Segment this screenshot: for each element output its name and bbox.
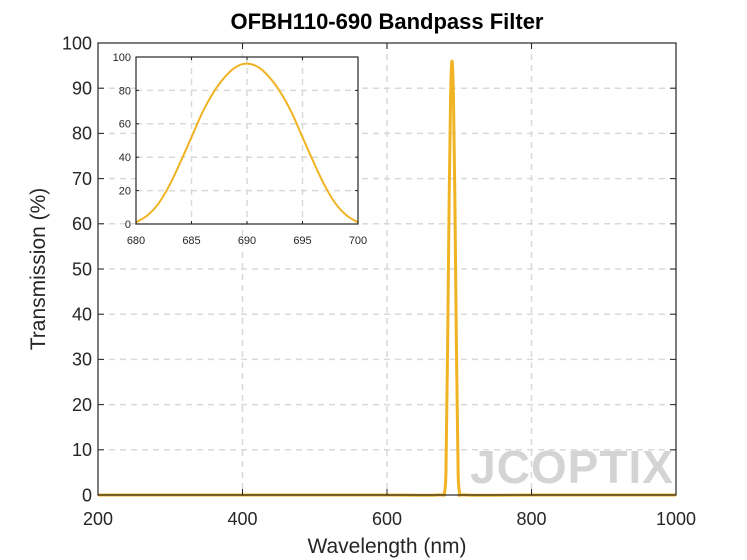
main-xtick-label: 800 [516, 509, 546, 529]
inset-ytick-label: 40 [119, 152, 131, 164]
inset-xtick-label: 685 [182, 235, 200, 247]
inset-transmission-line [135, 62, 359, 224]
inset-xtick-label: 695 [293, 235, 311, 247]
x-axis-label: Wavelength (nm) [307, 535, 466, 558]
main-ytick-label: 30 [72, 350, 92, 370]
inset-y-tick-labels: 0 20 40 60 80 100 [113, 52, 131, 231]
main-ytick-label: 20 [72, 395, 92, 415]
main-ytick-label: 60 [72, 214, 92, 234]
inset-xtick-label: 690 [238, 235, 256, 247]
main-ytick-label: 90 [72, 79, 92, 99]
inset-ytick-label: 60 [119, 119, 131, 131]
main-ytick-label: 0 [82, 485, 92, 505]
inset-ytick-label: 20 [119, 185, 131, 197]
main-gridlines [98, 43, 676, 495]
inset-series [135, 62, 359, 224]
inset-xtick-label: 680 [127, 235, 145, 247]
main-ytick-label: 80 [72, 124, 92, 144]
main-ytick-label: 100 [62, 33, 92, 53]
inset-gridlines [136, 57, 358, 224]
chart-title: OFBH110-690 Bandpass Filter [230, 9, 543, 34]
main-xtick-label: 400 [227, 509, 257, 529]
main-ytick-label: 40 [72, 305, 92, 325]
jcoptix-watermark: JCOPTIX [470, 441, 674, 493]
main-xtick-label: 600 [372, 509, 402, 529]
inset-ytick-label: 0 [125, 219, 131, 231]
main-ytick-label: 10 [72, 440, 92, 460]
inset-xtick-label: 700 [349, 235, 367, 247]
inset-x-tick-labels: 680 685 690 695 700 [127, 235, 367, 247]
y-axis-label: Transmission (%) [27, 188, 50, 351]
inset-tick-marks [135, 56, 359, 225]
main-tick-marks [97, 42, 677, 496]
main-y-tick-labels: 0 10 20 30 40 50 60 70 80 90 100 [62, 33, 92, 505]
inset-ytick-label: 100 [113, 52, 131, 64]
main-ytick-label: 50 [72, 259, 92, 279]
main-ytick-label: 70 [72, 169, 92, 189]
main-xtick-label: 1000 [656, 509, 696, 529]
main-xtick-label: 200 [83, 509, 113, 529]
main-x-tick-labels: 200 400 600 800 1000 [83, 509, 696, 529]
inset-ytick-label: 80 [119, 85, 131, 97]
